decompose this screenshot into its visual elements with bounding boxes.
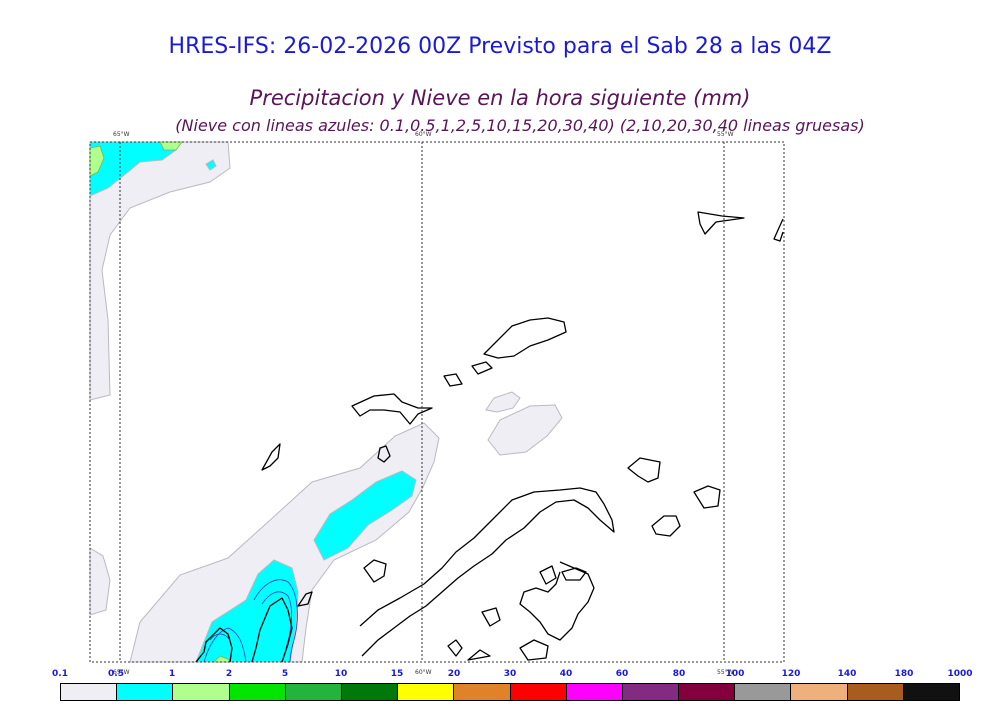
legend-color-swatch (117, 684, 174, 700)
legend-color-swatch (454, 684, 511, 700)
legend-label: 0.5 (108, 669, 124, 679)
legend-label: 10 (334, 669, 348, 679)
legend-color-swatch (61, 684, 118, 700)
meridian-label-top: 60°W (415, 131, 432, 138)
legend-color-bar (60, 683, 960, 701)
legend-label: 15 (390, 669, 404, 679)
map-title: HRES-IFS: 26-02-2026 00Z Previsto para e… (168, 34, 832, 59)
legend-label: 1 (168, 669, 176, 679)
legend-label: 180 (894, 669, 914, 679)
legend-color-swatch (679, 684, 736, 700)
map-frame (89, 141, 785, 663)
legend-color-swatch (791, 684, 848, 700)
meridian-label-top: 55°W (717, 131, 734, 138)
legend-label: 40 (559, 669, 573, 679)
meridian-label-bottom: 55°W (717, 669, 734, 676)
coastlines (195, 211, 784, 663)
legend-label: 30 (503, 669, 517, 679)
meridian-label-top: 65°W (113, 131, 130, 138)
precip-cyan-areas (89, 141, 417, 663)
legend-color-swatch (903, 684, 959, 700)
legend-label: 20 (447, 669, 461, 679)
legend-color-swatch (398, 684, 455, 700)
legend-color-swatch (622, 684, 680, 700)
legend-color-swatch (510, 684, 567, 700)
legend-color-swatch (735, 684, 792, 700)
meridian-label-bottom: 65°W (113, 669, 130, 676)
legend-label: 2 (225, 669, 233, 679)
legend-label: 5 (281, 669, 289, 679)
legend-color-swatch (229, 684, 286, 700)
meridian-label-bottom: 60°W (415, 669, 432, 676)
legend-color-swatch (285, 684, 342, 700)
meridian-labels: 65°W 60°W 55°W 65°W 60°W 55°W (113, 131, 734, 676)
legend-label: 60 (615, 669, 629, 679)
precip-green-areas (89, 141, 231, 663)
legend-color-swatch (341, 684, 399, 700)
legend-label: 1000 (947, 669, 973, 679)
legend-label: 80 (672, 669, 686, 679)
map-subtitle: Precipitacion y Nieve en la hora siguien… (249, 86, 751, 110)
snow-contour-note: (Nieve con lineas azules: 0.1,0.5,1,2,5,… (175, 116, 865, 135)
legend-label: 0.1 (52, 669, 68, 679)
meridian-lines (119, 142, 725, 662)
legend-label: 100 (725, 669, 745, 679)
precip-light-areas (89, 141, 563, 663)
legend-color-swatch (847, 684, 904, 700)
legend-label: 140 (837, 669, 857, 679)
legend-color-swatch (173, 684, 230, 700)
legend-color-swatch (566, 684, 623, 700)
snow-contours (203, 579, 298, 663)
legend-label: 120 (781, 669, 801, 679)
